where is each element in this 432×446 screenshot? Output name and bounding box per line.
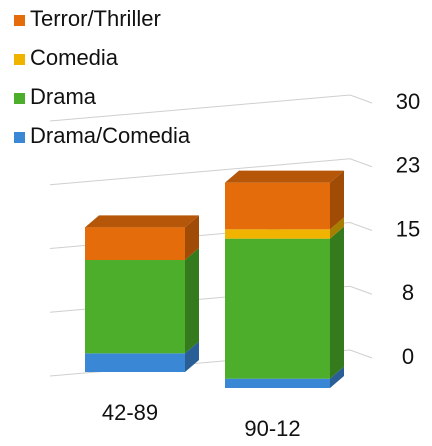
legend-label: Drama/Comedia (30, 123, 191, 148)
bar-segment (85, 353, 185, 372)
bar-side (330, 170, 344, 230)
bar-side (185, 215, 199, 260)
bar-top (225, 170, 344, 183)
bar-segment (225, 378, 330, 388)
bar-segment (225, 238, 330, 379)
y-tick-label: 23 (396, 153, 420, 178)
bar-side (330, 366, 344, 388)
bar-segment (85, 227, 185, 260)
bar-segment (225, 182, 330, 230)
bar-segment (225, 229, 330, 239)
bar-top (85, 215, 199, 228)
bar-side (330, 226, 344, 379)
bar-side (330, 217, 344, 239)
x-tick-label: 42-89 (102, 400, 158, 425)
y-tick-label: 30 (396, 89, 420, 114)
y-tick-label: 0 (402, 344, 414, 369)
legend-swatch (14, 93, 25, 104)
legend-label: Terror/Thriller (30, 6, 161, 31)
legend-label: Comedia (30, 45, 119, 70)
bar-side (185, 248, 199, 354)
x-tick-label: 90-12 (244, 416, 300, 441)
legend-swatch (14, 15, 25, 26)
bar-segment (85, 260, 185, 354)
grid-line (49, 94, 373, 122)
legend-label: Drama (30, 84, 97, 109)
legend-swatch (14, 132, 25, 143)
y-tick-label: 15 (396, 216, 420, 241)
grid-line (49, 158, 373, 186)
legend-swatch (14, 54, 25, 65)
bar-side (185, 341, 199, 372)
y-tick-label: 8 (402, 280, 414, 305)
